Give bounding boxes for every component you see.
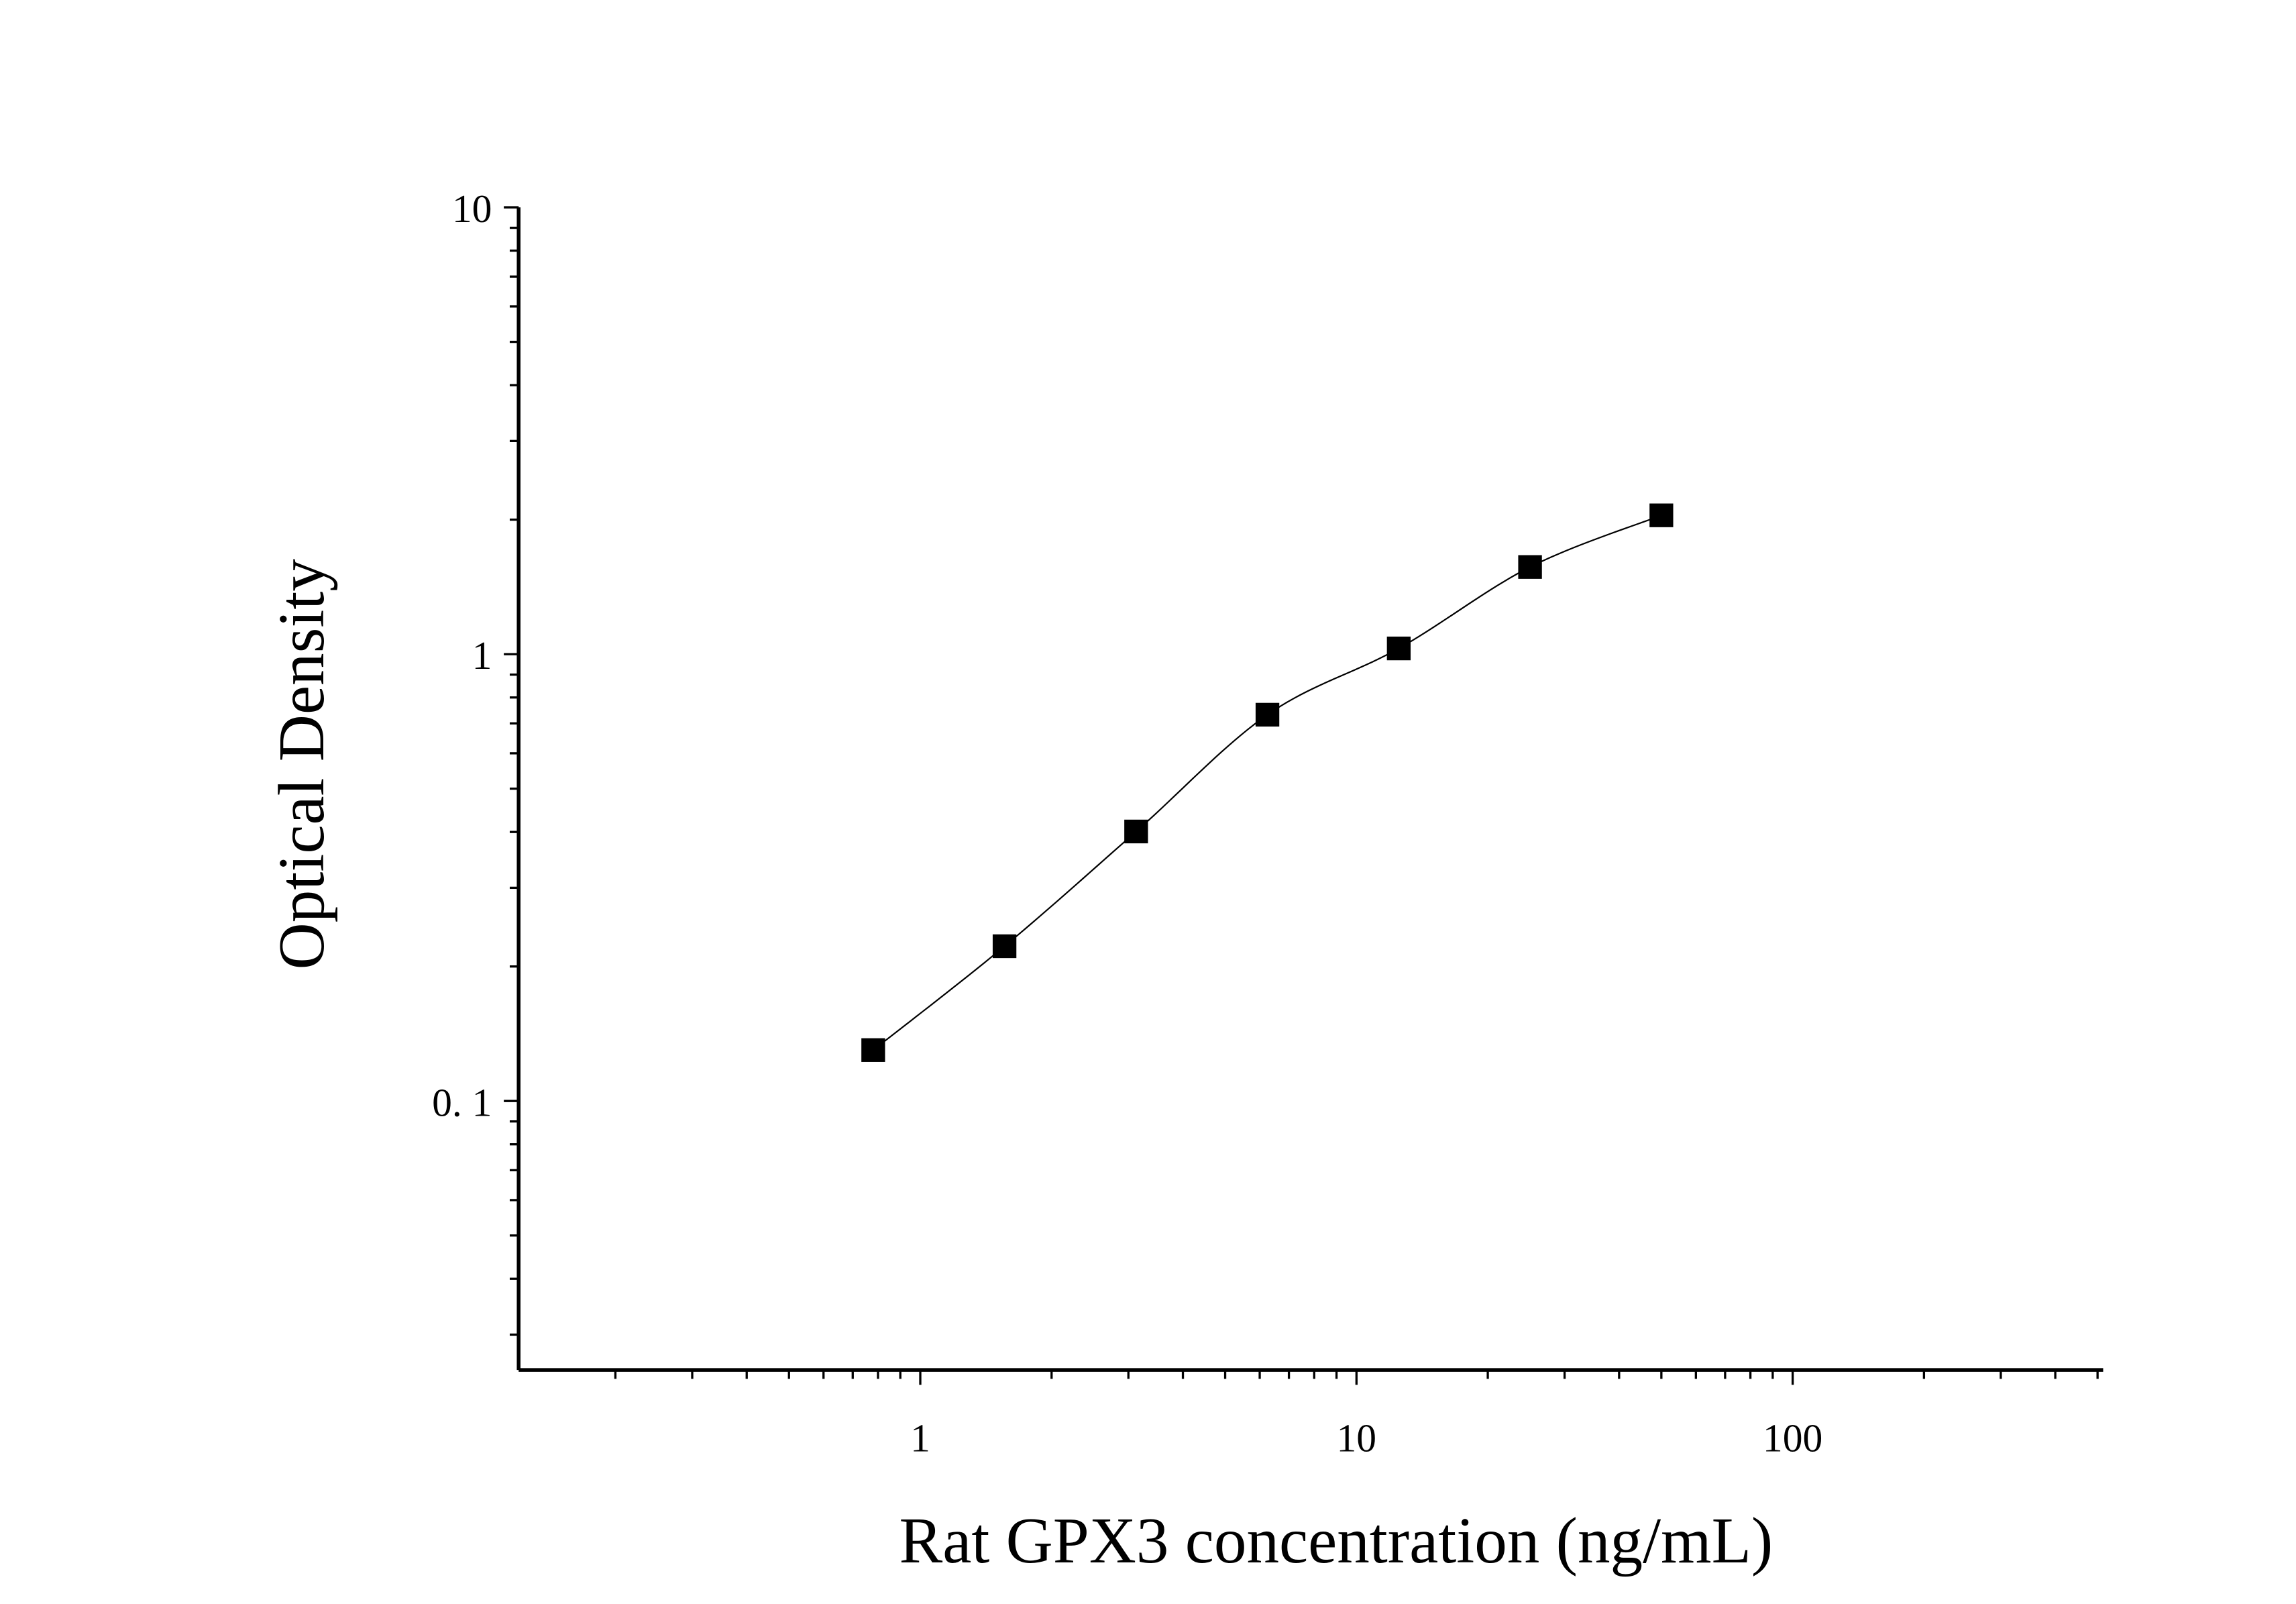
data-point [1518, 555, 1542, 579]
data-point [1124, 819, 1148, 844]
axes [516, 207, 2103, 1372]
data-point [992, 934, 1017, 959]
fit-curve [873, 515, 1662, 1051]
y-axis-label: Optical Density [266, 559, 338, 970]
data-point [1255, 702, 1280, 727]
y-tick-label: 0. 1 [432, 1080, 492, 1124]
data-points [861, 503, 1674, 1062]
y-tick-label: 1 [472, 633, 492, 678]
x-tick-label: 100 [1763, 1416, 1822, 1460]
data-point [1386, 636, 1411, 661]
tick-labels: 1 10 100 0. 1 1 10 [432, 186, 1822, 1460]
x-axis-label: Rat GPX3 concentration (ng/mL) [899, 1505, 1773, 1577]
y-tick-label: 10 [452, 186, 492, 231]
x-tick-label: 10 [1337, 1416, 1377, 1460]
data-point [861, 1038, 885, 1062]
ticks [504, 206, 2099, 1385]
data-point [1649, 503, 1674, 527]
x-tick-label: 1 [910, 1416, 930, 1460]
